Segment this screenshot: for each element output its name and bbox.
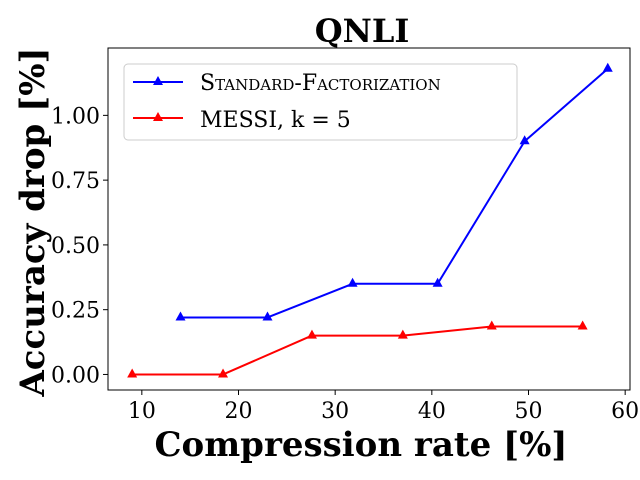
plot-area bbox=[107, 47, 631, 391]
data-point-messi bbox=[577, 320, 588, 330]
legend: Standard-Factorization MESSI, k = 5 bbox=[123, 63, 518, 141]
data-point-messi bbox=[486, 320, 497, 330]
series-line-messi bbox=[132, 325, 583, 376]
y-tick-label: 0.25 bbox=[51, 299, 100, 324]
data-point-standard-factorization bbox=[347, 277, 358, 287]
x-axis-label: Compression rate [%] bbox=[154, 425, 567, 465]
y-tick-label: 0.00 bbox=[51, 363, 100, 388]
data-point-standard-factorization bbox=[602, 62, 613, 72]
data-point-messi bbox=[127, 368, 138, 378]
x-tick-label: 30 bbox=[321, 399, 349, 424]
x-tick-label: 50 bbox=[515, 399, 543, 424]
x-tick-label: 10 bbox=[128, 399, 156, 424]
data-point-standard-factorization bbox=[175, 311, 186, 321]
y-tick-label: 1.00 bbox=[51, 104, 100, 129]
legend-box bbox=[123, 63, 518, 141]
data-point-messi bbox=[218, 368, 229, 378]
series-line-standard-factorization bbox=[180, 67, 609, 319]
x-tick-label: 60 bbox=[611, 399, 639, 424]
legend-marker-messi bbox=[153, 112, 163, 121]
legend-marker-standard-factorization bbox=[153, 76, 163, 85]
legend-label-messi: MESSI, k = 5 bbox=[200, 108, 351, 133]
series-layer bbox=[127, 62, 613, 378]
y-axis-label: Accuracy drop [%] bbox=[13, 47, 53, 397]
data-point-standard-factorization bbox=[262, 311, 273, 321]
data-point-standard-factorization bbox=[519, 135, 530, 145]
data-point-messi bbox=[397, 329, 408, 339]
axis-ticks: 10 20 30 40 50 60 0.00 0.25 0.50 0.75 1.00 bbox=[51, 104, 639, 424]
x-tick-label: 40 bbox=[418, 399, 446, 424]
x-tick-label: 20 bbox=[225, 399, 253, 424]
chart-title: QNLI bbox=[315, 12, 410, 50]
legend-label-standard-factorization: Standard-Factorization bbox=[200, 71, 441, 96]
y-tick-label: 0.50 bbox=[51, 234, 100, 259]
data-point-standard-factorization bbox=[432, 277, 443, 287]
y-tick-label: 0.75 bbox=[51, 169, 100, 194]
data-point-messi bbox=[306, 329, 317, 339]
